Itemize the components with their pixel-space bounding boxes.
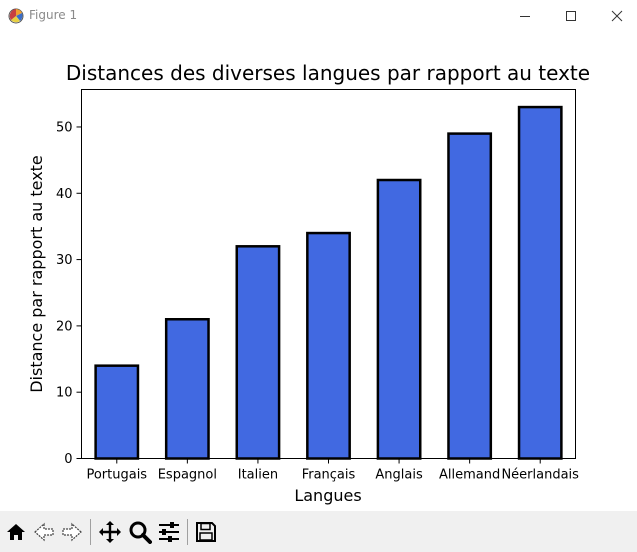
window-titlebar[interactable]: Figure 1	[0, 0, 637, 32]
bar-allemand	[447, 132, 493, 460]
matplotlib-icon[interactable]	[7, 7, 25, 25]
figure-canvas[interactable]: Distances des diverses langues par rappo…	[0, 32, 637, 511]
bar-portugais	[94, 364, 140, 460]
x-tick-label: Portugais	[86, 468, 147, 483]
y-tick-label: 30	[56, 253, 73, 268]
bar-italien	[235, 245, 281, 460]
bar-chart: Distances des diverses langues par rappo…	[27, 61, 590, 505]
home-button[interactable]	[3, 519, 29, 545]
bar-néerlandais	[517, 105, 563, 460]
back-button[interactable]	[31, 519, 57, 545]
x-axis-ticks: Portugais Espagnol Italien Français Anglais A…	[86, 458, 579, 483]
maximize-button[interactable]	[548, 0, 594, 32]
move-icon	[99, 521, 121, 543]
window-title: Figure 1	[29, 8, 78, 22]
navigation-toolbar	[0, 511, 637, 552]
x-axis-label: Langues	[294, 486, 361, 505]
toolbar-separator	[90, 519, 91, 545]
bar-espagnol	[164, 318, 210, 460]
sliders-icon	[159, 522, 179, 542]
x-tick-label: Allemand	[439, 468, 500, 483]
maximize-icon	[566, 11, 576, 21]
x-tick-label: Anglais	[375, 468, 423, 483]
bar-français	[306, 231, 351, 460]
close-icon	[611, 10, 623, 22]
y-tick-label: 10	[56, 386, 73, 401]
x-tick-label: Italien	[238, 468, 278, 483]
configure-subplots-button[interactable]	[156, 519, 182, 545]
close-button[interactable]	[594, 0, 637, 32]
minimize-button[interactable]	[502, 0, 548, 32]
forward-button[interactable]	[59, 519, 85, 545]
bar-anglais	[376, 178, 422, 460]
bars-group	[94, 105, 563, 460]
y-tick-label: 0	[64, 452, 72, 467]
save-button[interactable]	[193, 519, 219, 545]
pan-button[interactable]	[97, 519, 123, 545]
minimize-icon	[520, 16, 530, 17]
x-tick-label: Espagnol	[158, 468, 217, 483]
x-tick-label: Français	[302, 468, 356, 483]
y-axis-label: Distance par rapport au texte	[27, 155, 46, 393]
x-tick-label: Néerlandais	[501, 468, 579, 483]
home-icon	[7, 524, 25, 540]
y-axis-ticks: 0 10 20 30 40 50	[56, 120, 82, 467]
toolbar-separator	[187, 519, 188, 545]
y-tick-label: 50	[56, 120, 73, 135]
forward-arrow-icon	[62, 522, 82, 542]
y-tick-label: 40	[56, 187, 73, 202]
save-icon	[196, 522, 216, 542]
zoom-icon	[129, 521, 152, 544]
y-tick-label: 20	[56, 319, 73, 334]
chart-title: Distances des diverses langues par rappo…	[66, 61, 590, 85]
back-arrow-icon	[34, 522, 54, 542]
zoom-button[interactable]	[127, 519, 153, 545]
